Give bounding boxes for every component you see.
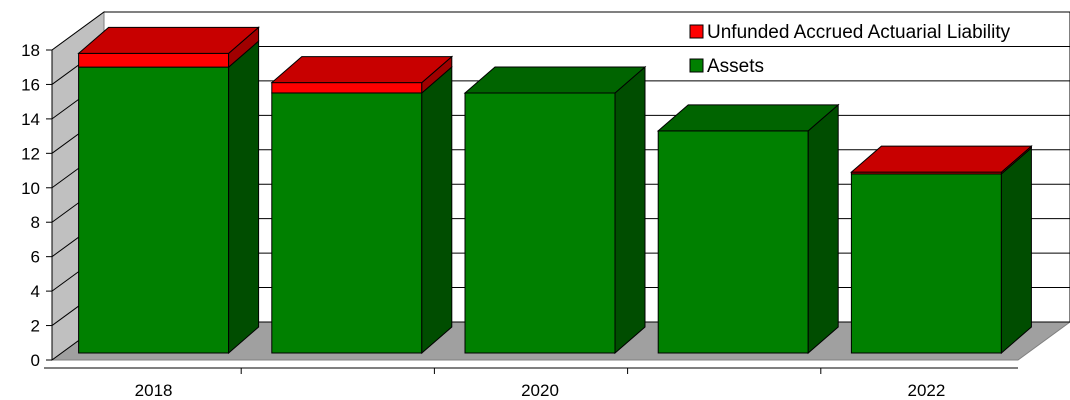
y-tick-label: 10 bbox=[21, 179, 40, 198]
bar-segment-side bbox=[421, 65, 453, 355]
bar-segment-front bbox=[464, 92, 616, 354]
x-tick-label: 2018 bbox=[135, 381, 173, 400]
bar-segment-side bbox=[1000, 146, 1032, 355]
y-tick-label: 2 bbox=[31, 317, 40, 336]
y-tick-label: 18 bbox=[21, 41, 40, 60]
legend-swatch bbox=[689, 58, 704, 73]
legend-swatch bbox=[689, 24, 704, 39]
y-tick-label: 8 bbox=[31, 213, 40, 232]
legend: Unfunded Accrued Actuarial Liability Asse… bbox=[689, 22, 1011, 77]
legend-label: Assets bbox=[707, 56, 764, 77]
y-tick-label: 0 bbox=[31, 351, 40, 370]
bar-segment-front bbox=[78, 52, 230, 68]
bar-segment-front bbox=[78, 66, 230, 354]
y-tick-label: 16 bbox=[21, 75, 40, 94]
y-tick-label: 12 bbox=[21, 144, 40, 163]
x-tick-label: 2020 bbox=[521, 381, 559, 400]
bar-segment-side bbox=[807, 103, 839, 355]
y-tick-label: 14 bbox=[21, 110, 40, 129]
x-tick-label: 2022 bbox=[907, 381, 945, 400]
bar-segment-front bbox=[850, 173, 1002, 354]
axes: 0 2 4 6 8 10 12 14 16 18 2018 2020 2022 bbox=[21, 41, 1018, 400]
bar-segment-front bbox=[271, 82, 423, 94]
bar-segment-side bbox=[228, 40, 260, 355]
bar-segment-top bbox=[656, 104, 840, 132]
y-tick-label: 6 bbox=[31, 248, 40, 267]
bar-segment-top bbox=[463, 66, 647, 94]
bar-segment-top bbox=[270, 56, 454, 84]
bars bbox=[77, 26, 1033, 355]
gridline bbox=[51, 11, 1070, 51]
y-tick-label: 4 bbox=[31, 282, 40, 301]
bar-segment-front bbox=[271, 92, 423, 354]
bar-segment-front bbox=[657, 130, 809, 354]
legend-label: Unfunded Accrued Actuarial Liability bbox=[707, 22, 1011, 43]
bar-segment-top bbox=[850, 145, 1033, 173]
bar-segment-side bbox=[614, 65, 646, 355]
bar-segment-top bbox=[77, 26, 260, 54]
